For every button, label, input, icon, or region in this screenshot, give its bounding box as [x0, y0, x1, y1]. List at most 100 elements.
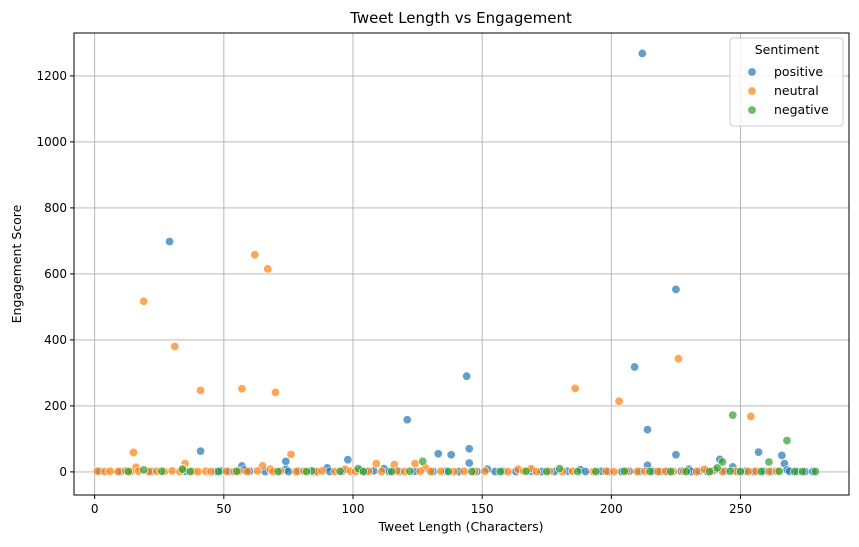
- data-point-negative: [555, 464, 565, 474]
- data-point-positive: [464, 444, 474, 454]
- data-point-neutral: [250, 250, 260, 260]
- data-point-negative: [301, 467, 311, 477]
- y-tick-label: 1000: [36, 135, 67, 149]
- data-point-neutral: [242, 467, 252, 477]
- x-tick-label: 250: [729, 502, 752, 516]
- data-point-positive: [777, 450, 787, 460]
- data-point-positive: [446, 450, 456, 460]
- data-point-positive: [580, 467, 590, 477]
- data-point-neutral: [139, 296, 149, 306]
- data-point-negative: [645, 467, 655, 477]
- data-point-neutral: [531, 467, 541, 477]
- data-point-neutral: [263, 264, 273, 274]
- data-point-neutral: [632, 467, 642, 477]
- data-point-negative: [273, 467, 283, 477]
- y-axis-label: Engagement Score: [9, 204, 24, 323]
- data-point-positive: [630, 362, 640, 372]
- data-point-neutral: [764, 467, 774, 477]
- data-point-neutral: [252, 466, 262, 476]
- data-point-neutral: [270, 387, 280, 397]
- data-point-negative: [717, 457, 727, 467]
- data-point-negative: [232, 466, 242, 476]
- data-point-neutral: [291, 467, 301, 477]
- data-point-neutral: [286, 449, 296, 459]
- data-point-neutral: [570, 383, 580, 393]
- data-point-neutral: [425, 467, 435, 477]
- legend-marker-neutral: [747, 86, 757, 96]
- data-point-neutral: [128, 447, 138, 457]
- data-point-positive: [283, 467, 293, 477]
- data-point-negative: [335, 466, 345, 476]
- data-point-negative: [725, 466, 735, 476]
- data-point-negative: [157, 466, 167, 476]
- data-points: [92, 48, 820, 477]
- y-axis-ticks: 0 200 400 600 800 1000 1200: [36, 69, 74, 479]
- data-point-neutral: [673, 354, 683, 364]
- data-point-negative: [790, 467, 800, 477]
- data-point-neutral: [503, 467, 513, 477]
- data-point-neutral: [221, 466, 231, 476]
- data-point-positive: [281, 456, 291, 466]
- x-tick-label: 50: [216, 502, 231, 516]
- y-tick-label: 800: [44, 201, 67, 215]
- data-point-negative: [774, 466, 784, 476]
- legend-marker-positive: [747, 67, 757, 77]
- legend: Sentiment positive neutral negative: [729, 37, 844, 127]
- data-point-negative: [666, 467, 676, 477]
- series-negative: [123, 410, 820, 477]
- data-point-neutral: [167, 466, 177, 476]
- data-point-negative: [764, 457, 774, 467]
- x-axis-ticks: 0 50 100 150 200 250: [91, 495, 752, 516]
- data-point-negative: [756, 467, 766, 477]
- legend-box: [729, 37, 844, 127]
- data-point-positive: [464, 458, 474, 468]
- data-point-positive: [642, 425, 652, 435]
- data-point-neutral: [743, 467, 753, 477]
- data-point-negative: [681, 467, 691, 477]
- data-point-neutral: [193, 467, 203, 477]
- legend-label-negative: negative: [774, 102, 829, 117]
- legend-label-neutral: neutral: [774, 83, 819, 98]
- data-point-positive: [196, 446, 206, 456]
- data-point-negative: [467, 467, 477, 477]
- x-tick-label: 150: [471, 502, 494, 516]
- data-point-negative: [797, 467, 807, 477]
- legend-label-positive: positive: [774, 64, 823, 79]
- y-tick-label: 0: [59, 465, 67, 479]
- data-point-neutral: [614, 396, 624, 406]
- data-point-neutral: [653, 467, 663, 477]
- x-tick-label: 0: [91, 502, 99, 516]
- data-point-negative: [735, 467, 745, 477]
- chart-title: Tweet Length vs Engagement: [349, 9, 572, 27]
- y-tick-label: 400: [44, 333, 67, 347]
- data-point-neutral: [92, 466, 102, 476]
- data-point-positive: [343, 455, 353, 465]
- data-point-negative: [810, 467, 820, 477]
- data-point-negative: [387, 467, 397, 477]
- data-point-negative: [712, 463, 722, 473]
- data-point-negative: [178, 464, 188, 474]
- data-point-positive: [671, 284, 681, 294]
- data-point-negative: [521, 466, 531, 476]
- data-point-negative: [728, 410, 738, 420]
- data-point-neutral: [459, 466, 469, 476]
- data-point-negative: [542, 467, 552, 477]
- legend-marker-negative: [747, 105, 757, 115]
- data-point-neutral: [317, 466, 327, 476]
- plot-frame: [73, 32, 850, 496]
- data-point-neutral: [609, 467, 619, 477]
- data-point-neutral: [113, 467, 123, 477]
- data-point-neutral: [196, 385, 206, 395]
- data-point-neutral: [436, 466, 446, 476]
- data-point-negative: [444, 467, 454, 477]
- data-point-negative: [591, 467, 601, 477]
- data-point-neutral: [480, 466, 490, 476]
- data-point-positive: [671, 450, 681, 460]
- data-point-neutral: [692, 467, 702, 477]
- data-point-negative: [418, 456, 428, 466]
- data-point-positive: [165, 237, 175, 247]
- data-point-negative: [185, 467, 195, 477]
- data-point-neutral: [410, 459, 420, 469]
- data-point-positive: [433, 449, 443, 459]
